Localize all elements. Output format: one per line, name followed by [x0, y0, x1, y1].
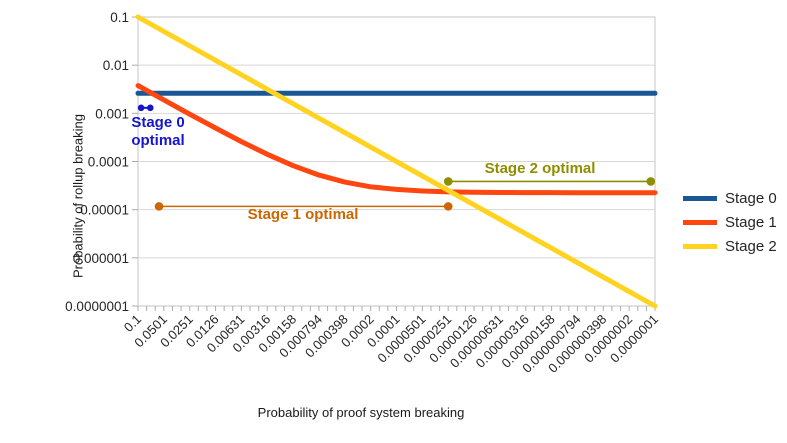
legend-item-stage0: Stage 0: [683, 190, 777, 207]
series-line-stage2: [135, 14, 658, 309]
y-tick-label: 0.01: [103, 58, 129, 73]
stage2-line-swatch: [683, 244, 717, 249]
stage2-optimal-label: Stage 2 optimal: [484, 160, 596, 177]
series-line-stage1: [135, 83, 658, 196]
annotation-dot: [146, 104, 154, 112]
legend-item-stage1: Stage 1: [683, 214, 777, 231]
annotation-dot: [137, 104, 145, 112]
y-tick-label: 0.0001: [88, 155, 129, 170]
y-tick-label: 0.001: [95, 106, 129, 121]
annotation-dot: [443, 177, 453, 186]
y-tick-label: 0.0000001: [65, 299, 129, 314]
legend-label: Stage 2: [725, 238, 777, 255]
legend-label: Stage 1: [725, 214, 777, 231]
annotation-dot: [443, 202, 453, 211]
y-tick-label: 0.00001: [80, 203, 129, 218]
stage1-line-swatch: [683, 220, 717, 225]
annotation-dot: [154, 202, 164, 211]
x-axis-title: Probability of proof system breaking: [257, 405, 465, 420]
stage0-optimal-label: Stage 0 optimal: [131, 114, 185, 149]
legend: Stage 0 Stage 1 Stage 2: [683, 190, 777, 262]
y-axis-title: Probability of rollup breaking: [70, 113, 86, 279]
stage1-optimal-label: Stage 1 optimal: [247, 206, 359, 223]
annotation-dot: [646, 177, 656, 186]
y-tick-label: 0.000001: [73, 251, 129, 266]
stage0-line-swatch: [683, 196, 717, 201]
legend-item-stage2: Stage 2: [683, 238, 777, 255]
y-tick-label: 0.1: [110, 10, 129, 25]
legend-label: Stage 0: [725, 190, 777, 207]
